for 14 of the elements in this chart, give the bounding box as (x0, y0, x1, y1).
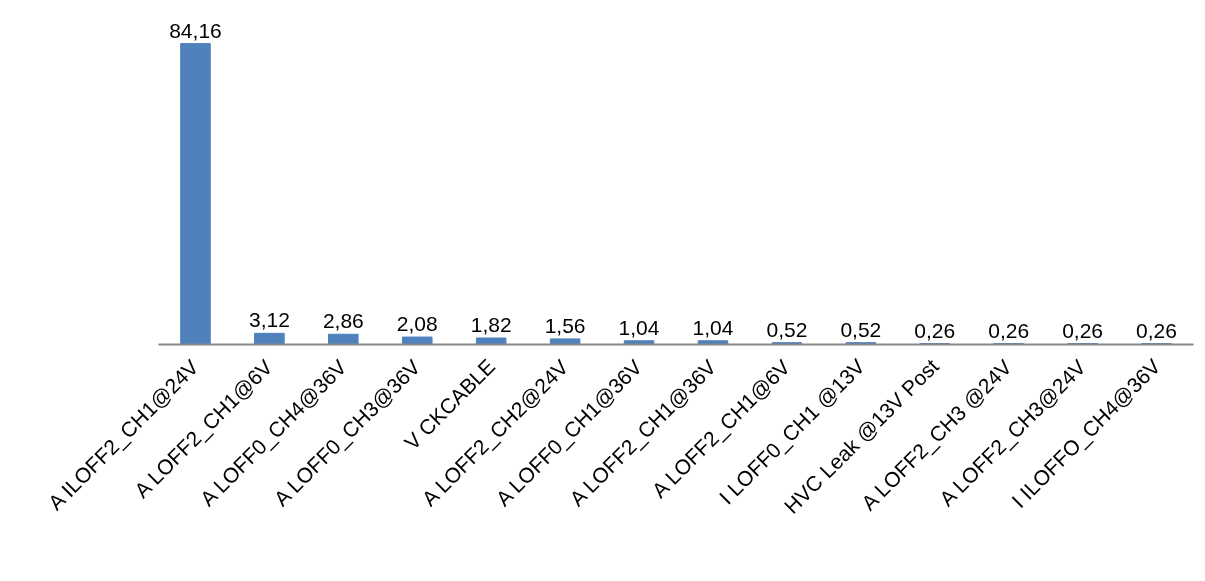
data-label: 1,56 (544, 313, 586, 337)
data-label: 84,16 (169, 18, 222, 42)
data-label: 0,52 (766, 317, 808, 341)
data-label: 1,82 (470, 312, 512, 336)
data-label: 0,52 (840, 317, 882, 341)
data-label: 2,86 (322, 309, 364, 333)
data-label: 0,26 (1136, 318, 1177, 342)
data-label: 2,08 (396, 312, 438, 336)
data-label: 1,04 (692, 315, 734, 339)
data-label: 3,12 (248, 308, 290, 332)
data-label: 1,04 (618, 315, 660, 339)
data-label: 0,26 (1062, 318, 1104, 342)
data-label: 0,26 (914, 318, 956, 342)
data-label: 0,26 (988, 318, 1030, 342)
